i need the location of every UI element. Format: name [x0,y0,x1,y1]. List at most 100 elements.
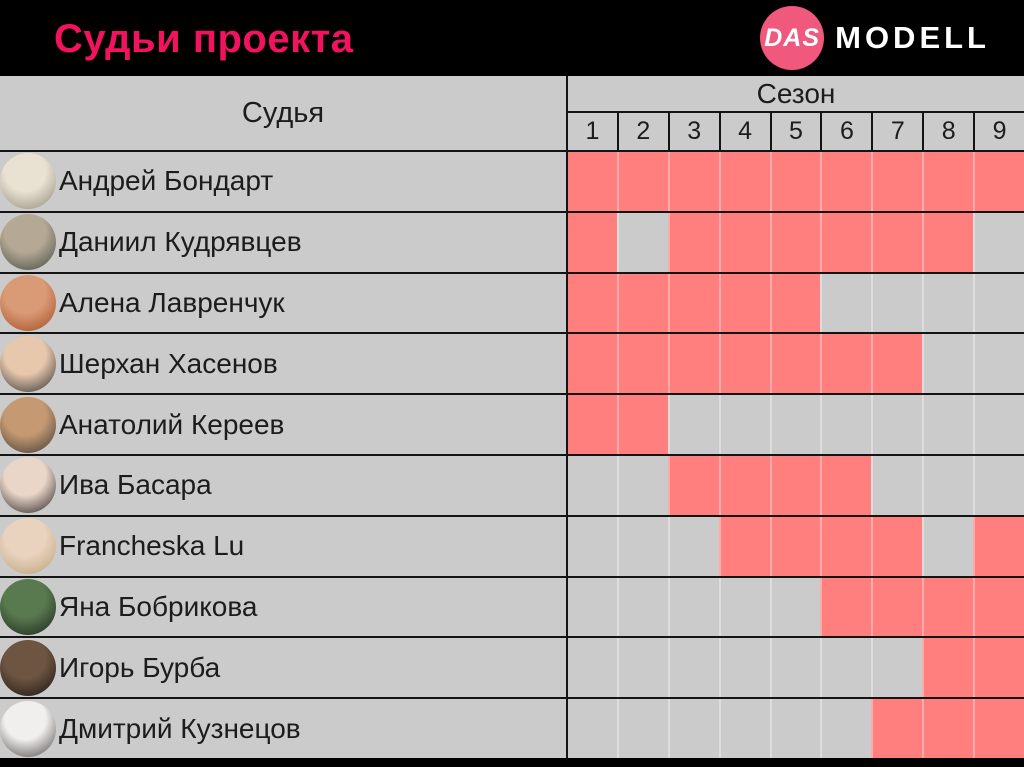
season-cell [820,334,872,394]
judge-name: Дмитрий Кузнецов [59,712,301,744]
season-cell [922,516,973,576]
season-cell [769,577,821,637]
season-cell [820,212,872,272]
season-cells [568,516,1024,576]
season-cell [973,212,1024,272]
table-row: Яна Бобрикова [0,575,1024,637]
avatar [0,578,56,635]
logo-circle-icon: DAS [760,6,825,70]
logo-wordmark: MODELL [835,20,990,55]
season-cell [922,395,973,454]
avatar [0,214,56,271]
season-cell [820,638,871,698]
season-cell [568,699,617,758]
season-cell [820,395,871,454]
season-cell [769,395,821,454]
avatar [0,396,56,453]
judge-column-header: Судья [0,76,568,150]
table-row: Андрей Бондарт [0,150,1024,211]
season-cell [769,455,821,515]
season-cell [667,395,719,454]
season-number: 7 [871,113,922,150]
season-cell [718,395,770,454]
season-cell [820,516,872,576]
season-cell [718,638,770,698]
season-cell [973,577,1024,637]
season-cell [718,152,770,211]
season-cell [616,516,668,576]
season-cell [616,699,668,758]
season-cell [667,699,719,758]
season-number: 3 [667,113,719,150]
season-cell [568,517,617,576]
table-row: Анатолий Кереев [0,393,1024,454]
season-cell [769,516,821,576]
season-cell [922,273,973,333]
season-cell [922,455,973,515]
season-cell [922,699,974,758]
season-cell [973,334,1024,394]
season-cell [667,577,719,637]
season-cell [820,455,872,515]
season-cell [568,152,617,211]
season-cell [718,516,770,576]
season-cells [568,212,1024,272]
season-cells [568,577,1024,637]
season-cell [922,334,973,394]
season-cell [616,212,668,272]
judge-name: Шерхан Хасенов [59,347,278,379]
judge-cell: Ива Басара [0,455,568,515]
season-cell [973,152,1024,211]
season-cell [871,516,923,576]
season-cell [769,334,821,394]
season-number: 2 [616,113,668,150]
avatar [0,639,56,696]
season-cells [568,152,1024,211]
season-cell [973,516,1024,576]
season-cell [922,212,974,272]
judge-name: Ива Басара [59,469,212,501]
season-cell [616,273,668,333]
judge-cell: Дмитрий Кузнецов [0,699,568,758]
season-number: 1 [585,117,600,145]
season-cell [769,273,821,333]
season-cell [616,152,668,211]
season-cell [871,273,922,333]
season-cell [616,577,668,637]
season-cell [820,152,872,211]
season-cell [667,516,719,576]
season-number: 5 [769,113,821,150]
season-cell [769,212,821,272]
season-cell [769,638,821,698]
judge-cell: Шерхан Хасенов [0,334,568,394]
season-cell [973,395,1024,454]
season-cell [616,638,668,698]
season-cell [718,334,770,394]
season-cell [769,152,821,211]
season-cell [973,699,1024,758]
judge-name: Анатолий Кереев [59,408,285,440]
judge-cell: Francheska Lu [0,516,568,576]
judge-cell: Яна Бобрикова [0,577,568,637]
table-row: Игорь Бурба [0,636,1024,698]
season-cells [568,699,1024,758]
season-cell [718,455,770,515]
season-cell [667,212,719,272]
avatar [0,335,56,392]
table-row: Ива Басара [0,453,1024,515]
season-header: Сезон [568,76,1024,113]
season-cell [568,578,617,637]
table-row: Francheska Lu [0,514,1024,576]
table-row: Дмитрий Кузнецов [0,697,1024,758]
avatar [0,700,56,757]
avatar [0,153,56,210]
judge-name: Francheska Lu [59,530,245,562]
season-cell [820,577,872,637]
season-cell [871,699,923,758]
bottom-black-strip [0,758,1024,767]
season-cell [769,699,821,758]
judge-cell: Анатолий Кереев [0,395,568,454]
